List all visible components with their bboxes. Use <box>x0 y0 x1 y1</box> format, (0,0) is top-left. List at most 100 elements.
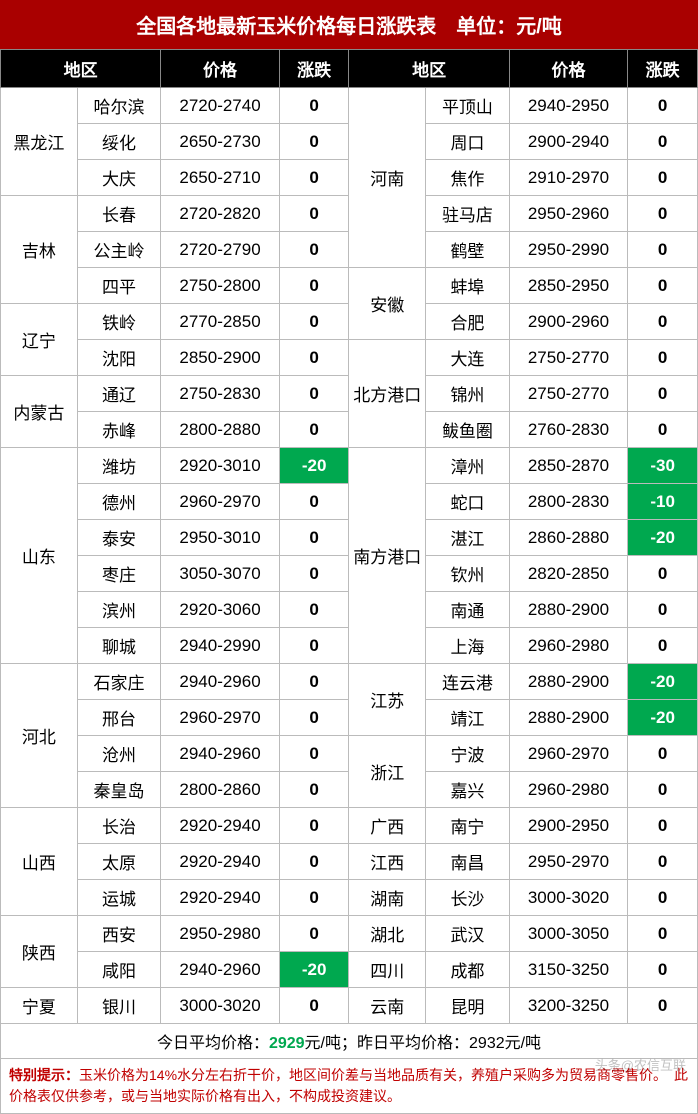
change-cell: 0 <box>279 412 349 448</box>
price-cell: 3000-3020 <box>509 880 628 916</box>
header-region-right: 地区 <box>349 50 509 88</box>
province-cell: 内蒙古 <box>1 376 78 448</box>
change-cell: 0 <box>279 916 349 952</box>
change-cell: 0 <box>279 736 349 772</box>
price-cell: 2940-2950 <box>509 88 628 124</box>
city-cell: 昆明 <box>426 988 510 1024</box>
price-cell: 2720-2820 <box>161 196 280 232</box>
change-cell: -20 <box>628 700 698 736</box>
change-cell: 0 <box>628 844 698 880</box>
change-cell: 0 <box>279 340 349 376</box>
footer-text: 玉米价格为14%水分左右折干价，地区间价差与当地品质有关，养殖户采购多为贸易商零… <box>9 1067 688 1104</box>
summary-unit1: 元/吨 <box>305 1035 341 1052</box>
province-cell: 黑龙江 <box>1 88 78 196</box>
province-cell: 广西 <box>349 808 426 844</box>
city-cell: 哈尔滨 <box>77 88 161 124</box>
city-cell: 银川 <box>77 988 161 1024</box>
province-cell: 陕西 <box>1 916 78 988</box>
price-cell: 2880-2900 <box>509 700 628 736</box>
change-cell: 0 <box>279 664 349 700</box>
province-cell: 湖北 <box>349 916 426 952</box>
price-cell: 2920-3010 <box>161 448 280 484</box>
change-cell: 0 <box>628 880 698 916</box>
price-cell: 2950-3010 <box>161 520 280 556</box>
city-cell: 鲅鱼圈 <box>426 412 510 448</box>
province-cell: 山西 <box>1 808 78 916</box>
change-cell: 0 <box>628 376 698 412</box>
summary-yesterday-label: ；昨日平均价格： <box>341 1035 469 1052</box>
price-cell: 2770-2850 <box>161 304 280 340</box>
change-cell: 0 <box>279 484 349 520</box>
price-cell: 2950-2980 <box>161 916 280 952</box>
city-cell: 嘉兴 <box>426 772 510 808</box>
summary-unit2: 元/吨 <box>505 1035 541 1052</box>
change-cell: 0 <box>279 88 349 124</box>
city-cell: 鹤壁 <box>426 232 510 268</box>
summary-cell: 今日平均价格：2929元/吨；昨日平均价格：2932元/吨 <box>1 1024 698 1059</box>
city-cell: 周口 <box>426 124 510 160</box>
price-table-container: 全国各地最新玉米价格每日涨跌表 单位：元/吨 地区 价格 涨跌 地区 价格 涨跌… <box>0 0 698 1114</box>
city-cell: 武汉 <box>426 916 510 952</box>
city-cell: 聊城 <box>77 628 161 664</box>
price-cell: 2940-2960 <box>161 952 280 988</box>
change-cell: 0 <box>279 844 349 880</box>
change-cell: 0 <box>279 772 349 808</box>
province-cell: 浙江 <box>349 736 426 808</box>
price-cell: 2950-2970 <box>509 844 628 880</box>
price-cell: 2760-2830 <box>509 412 628 448</box>
price-cell: 2920-2940 <box>161 808 280 844</box>
change-cell: 0 <box>628 916 698 952</box>
city-cell: 西安 <box>77 916 161 952</box>
province-cell: 湖南 <box>349 880 426 916</box>
change-cell: 0 <box>279 520 349 556</box>
summary-today-label: 今日平均价格： <box>157 1035 269 1052</box>
change-cell: 0 <box>628 340 698 376</box>
change-cell: 0 <box>628 808 698 844</box>
change-cell: 0 <box>628 124 698 160</box>
city-cell: 大连 <box>426 340 510 376</box>
price-cell: 2850-2870 <box>509 448 628 484</box>
price-cell: 3000-3020 <box>161 988 280 1024</box>
change-cell: 0 <box>628 160 698 196</box>
city-cell: 漳州 <box>426 448 510 484</box>
change-cell: 0 <box>279 196 349 232</box>
summary-yesterday-value: 2932 <box>469 1035 505 1052</box>
table-row: 山东潍坊2920-3010-20南方港口漳州2850-2870-30 <box>1 448 698 484</box>
price-cell: 2800-2880 <box>161 412 280 448</box>
price-cell: 2900-2940 <box>509 124 628 160</box>
header-change-right: 涨跌 <box>628 50 698 88</box>
price-cell: 2750-2770 <box>509 376 628 412</box>
change-cell: 0 <box>279 592 349 628</box>
table-row: 沈阳2850-29000北方港口大连2750-27700 <box>1 340 698 376</box>
city-cell: 成都 <box>426 952 510 988</box>
table-row: 黑龙江哈尔滨2720-27400河南平顶山2940-29500 <box>1 88 698 124</box>
city-cell: 绥化 <box>77 124 161 160</box>
city-cell: 太原 <box>77 844 161 880</box>
price-cell: 2650-2710 <box>161 160 280 196</box>
table-header: 地区 价格 涨跌 地区 价格 涨跌 <box>1 50 698 88</box>
change-cell: 0 <box>628 88 698 124</box>
change-cell: 0 <box>628 556 698 592</box>
city-cell: 沈阳 <box>77 340 161 376</box>
table-row: 河北石家庄2940-29600江苏连云港2880-2900-20 <box>1 664 698 700</box>
city-cell: 宁波 <box>426 736 510 772</box>
change-cell: 0 <box>279 376 349 412</box>
change-cell: 0 <box>628 772 698 808</box>
price-cell: 2880-2900 <box>509 592 628 628</box>
province-cell: 北方港口 <box>349 340 426 448</box>
change-cell: -20 <box>279 448 349 484</box>
change-cell: -30 <box>628 448 698 484</box>
table-row: 四平2750-28000安徽蚌埠2850-29500 <box>1 268 698 304</box>
change-cell: 0 <box>628 232 698 268</box>
table-title: 全国各地最新玉米价格每日涨跌表 单位：元/吨 <box>0 0 698 49</box>
city-cell: 湛江 <box>426 520 510 556</box>
price-cell: 3050-3070 <box>161 556 280 592</box>
change-cell: 0 <box>279 124 349 160</box>
city-cell: 滨州 <box>77 592 161 628</box>
city-cell: 平顶山 <box>426 88 510 124</box>
city-cell: 蚌埠 <box>426 268 510 304</box>
city-cell: 德州 <box>77 484 161 520</box>
change-cell: 0 <box>279 268 349 304</box>
change-cell: 0 <box>628 304 698 340</box>
province-cell: 河南 <box>349 88 426 268</box>
